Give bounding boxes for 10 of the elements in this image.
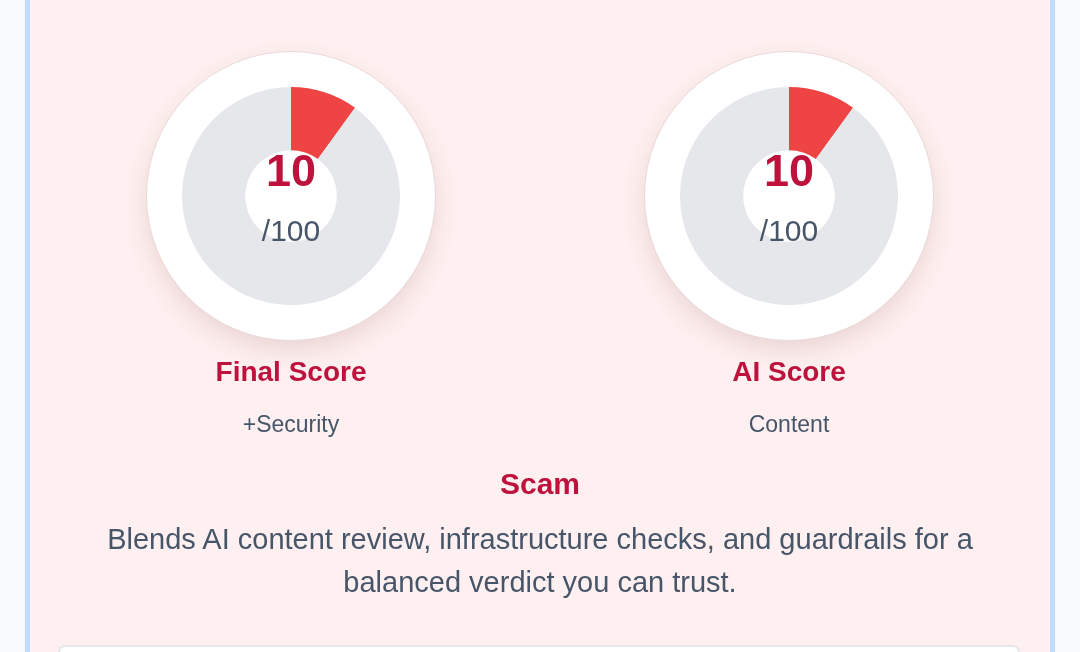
text: +Security [241,410,341,438]
text: AI Score [731,355,847,389]
data-label: 10 [265,145,317,197]
data-label: 10 [763,145,815,197]
text: /100 [759,214,819,248]
text: Content [747,410,831,438]
text: /100 [261,214,321,248]
text: Blends AI content review, infrastructure checks, and guardrails for a balanced verdict you can trust. [106,522,974,600]
text: Scam [498,466,582,502]
text: Final Score [214,355,368,389]
